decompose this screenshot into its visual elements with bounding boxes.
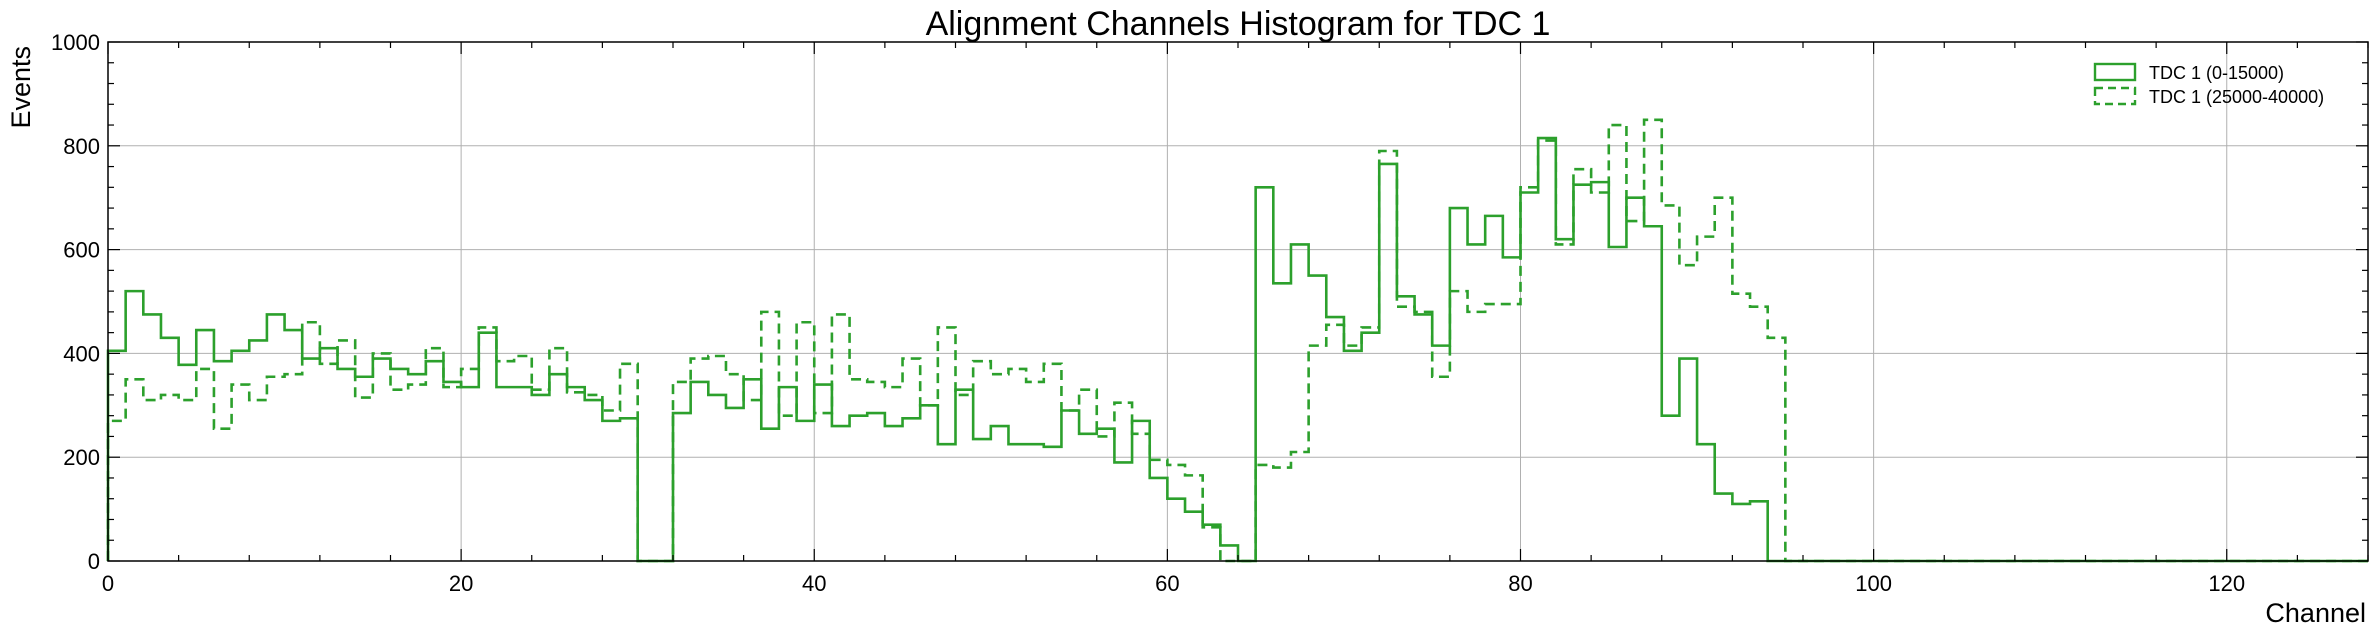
x-tick-label: 0 [102, 571, 114, 596]
legend-label: TDC 1 (0-15000) [2149, 63, 2284, 83]
x-tick-label: 120 [2208, 571, 2245, 596]
x-tick-label: 100 [1855, 571, 1892, 596]
y-tick-label: 600 [63, 238, 100, 263]
axis-tick-labels: 0 20 40 60 80 100 120 0 200 400 600 800 1000 [51, 30, 2245, 596]
legend: TDC 1 (0-15000) TDC 1 (25000-40000) [2093, 62, 2324, 107]
axis-ticks [107, 41, 2369, 562]
x-tick-label: 20 [449, 571, 473, 596]
x-tick-label: 80 [1508, 571, 1532, 596]
y-tick-label: 400 [63, 341, 100, 366]
x-tick-label: 40 [802, 571, 826, 596]
plot-area-frame [107, 41, 2369, 562]
series-line-dashed [106, 118, 2368, 563]
legend-label: TDC 1 (25000-40000) [2149, 87, 2324, 107]
x-axis-label: Channel [2265, 598, 2366, 628]
legend-swatch [2093, 86, 2137, 106]
legend-swatch [2093, 62, 2137, 82]
y-tick-label: 0 [88, 549, 100, 574]
grid-lines [107, 41, 2368, 562]
chart-title: Alignment Channels Histogram for TDC 1 [926, 5, 1551, 43]
x-tick-label: 60 [1155, 571, 1179, 596]
y-tick-label: 1000 [51, 30, 100, 55]
y-tick-label: 200 [63, 445, 100, 470]
series-line-solid [106, 136, 2368, 563]
y-tick-label: 800 [63, 134, 100, 159]
y-axis-label: Events [6, 46, 36, 129]
series-layer [106, 118, 2368, 563]
